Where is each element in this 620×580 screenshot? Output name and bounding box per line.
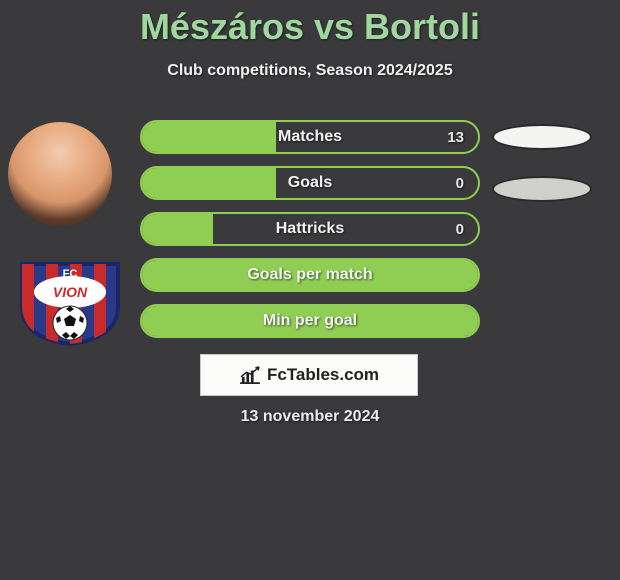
oval-right-2: [492, 176, 592, 202]
brand-label: FcTables.com: [267, 365, 379, 385]
subtitle: Club competitions, Season 2024/2025: [0, 62, 620, 80]
club-name-top: FC: [63, 268, 78, 280]
page-title: Mészáros vs Bortoli: [0, 0, 620, 48]
brand-box: FcTables.com: [200, 354, 418, 396]
chart-icon: [239, 366, 261, 384]
stat-bar: Matches 13: [140, 120, 480, 154]
stat-bar-label: Min per goal: [263, 312, 357, 330]
oval-right-1: [492, 124, 592, 150]
stat-bar: Min per goal: [140, 304, 480, 338]
player-photo-left: [8, 122, 112, 226]
stat-bars: Matches 13 Goals 0 Hattricks 0 Goals per match…: [140, 120, 480, 350]
stat-bar-label: Goals: [288, 174, 332, 192]
stat-bar: Hattricks 0: [140, 212, 480, 246]
club-name-bottom: VION: [53, 284, 88, 300]
stat-bar-value: 0: [456, 221, 464, 238]
stat-bar-label: Matches: [278, 128, 342, 146]
stat-bar-label: Hattricks: [276, 220, 344, 238]
stat-bar-fill: [142, 122, 276, 152]
stat-bar: Goals per match: [140, 258, 480, 292]
stat-bar-value: 0: [456, 175, 464, 192]
stat-bar: Goals 0: [140, 166, 480, 200]
stat-bar-label: Goals per match: [247, 266, 372, 284]
club-badge-left: FC VION: [18, 260, 122, 346]
stat-bar-fill: [142, 214, 213, 244]
stat-bar-value: 13: [447, 129, 464, 146]
date-label: 13 november 2024: [0, 408, 620, 426]
stat-bar-fill: [142, 168, 276, 198]
